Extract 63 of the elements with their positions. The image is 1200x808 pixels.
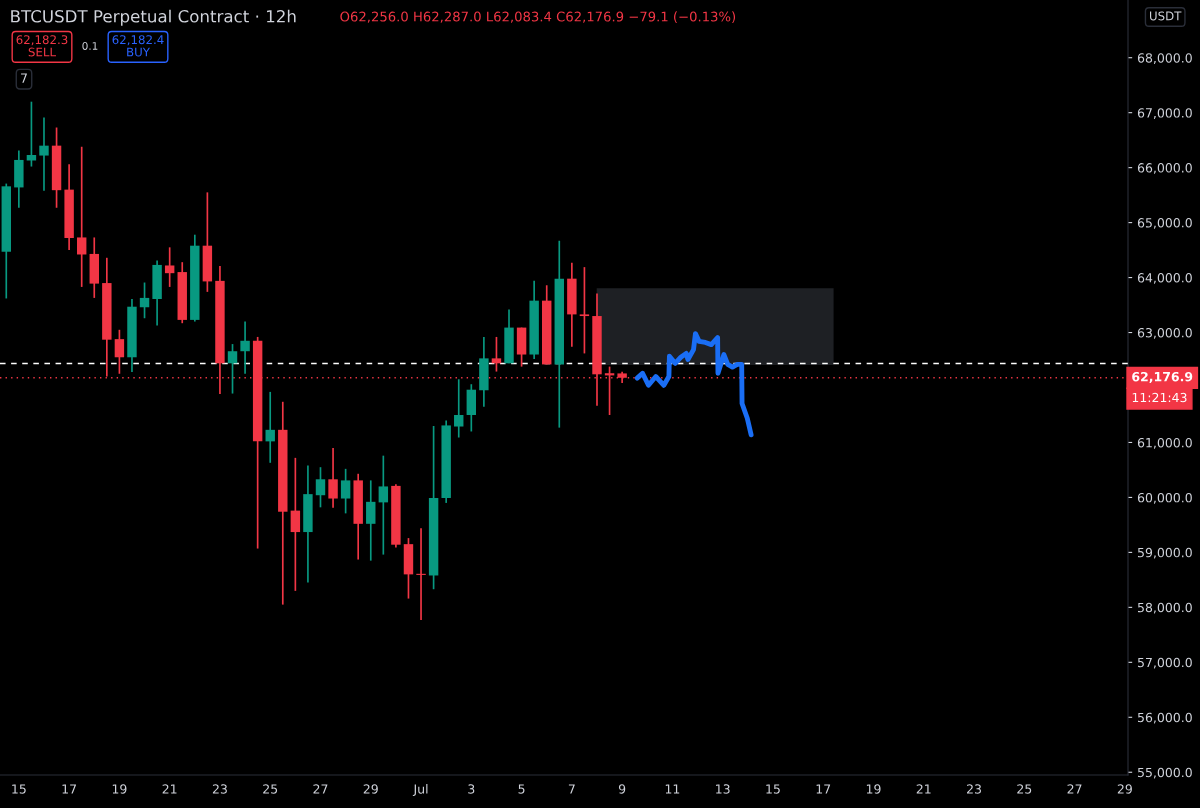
y-tick-label: 60,000.0 <box>1137 492 1192 504</box>
x-tick-label: 7 <box>568 784 575 794</box>
x-tick-label: 3 <box>468 784 475 794</box>
x-tick-label: 15 <box>12 784 26 794</box>
ref-line-label: 62,176.9 <box>1132 371 1193 383</box>
y-tick-label: 63,000.0 <box>1137 328 1192 339</box>
x-tick-label: 27 <box>1067 784 1082 794</box>
x-tick-label: 13 <box>716 784 730 794</box>
candlestick <box>378 454 389 556</box>
y-tick-label: 56,000.0 <box>1137 712 1192 724</box>
text: 11:21:43 <box>1132 392 1187 403</box>
y-tick-label: 55,000.0 <box>1137 767 1192 779</box>
candlestick <box>240 320 250 375</box>
candlestick <box>416 527 426 621</box>
x-tick-label: 19 <box>112 784 127 794</box>
x-tick-label: 21 <box>162 784 177 794</box>
x-tick-label: 9 <box>618 784 626 794</box>
candlestick <box>114 328 125 375</box>
candlestick <box>491 336 502 373</box>
x-tick-label: 23 <box>212 784 227 794</box>
annotation: 7 <box>21 73 27 83</box>
x-tick-label: 19 <box>866 784 881 794</box>
y-tick-label: 57,000.0 <box>1137 657 1192 669</box>
x-tick-label: 21 <box>916 784 931 794</box>
y-tick-label: 64,000.0 <box>1137 273 1192 284</box>
x-tick-label: 29 <box>1117 784 1132 794</box>
candlestick <box>328 447 338 509</box>
x-tick-label: 17 <box>62 784 77 794</box>
x-tick-label: 25 <box>1017 784 1032 794</box>
y-tick-label: 65,000.0 <box>1137 218 1192 229</box>
y-tick-label: 67,000.0 <box>1137 108 1192 119</box>
x-tick-label: 17 <box>816 784 831 794</box>
annotation: 62,182.4 BUY <box>112 35 164 57</box>
candlestick <box>290 457 301 592</box>
candlestick <box>227 343 238 395</box>
x-tick-label: 23 <box>967 784 981 794</box>
candlestick <box>454 378 464 439</box>
candlestick <box>76 145 87 288</box>
candlestick <box>366 479 376 562</box>
y-tick-label: 66,000.0 <box>1137 163 1192 174</box>
x-tick-label: 27 <box>313 784 328 794</box>
candlestick <box>579 266 590 355</box>
text: BTCUSDT Perpetual Contract · 12h <box>11 9 296 26</box>
y-tick-label: 59,000.0 <box>1137 547 1192 559</box>
annotation: O62,256.0 H62,287.0 L62,083.4 C62,176.9 −79.1 (−0.13%) <box>340 11 736 24</box>
y-tick-label: 58,000.0 <box>1137 602 1192 614</box>
candlestick <box>39 116 49 192</box>
annotation: 0.1 <box>82 42 98 50</box>
annotation: 62,182.3 SELL <box>16 35 68 57</box>
x-tick-label: Jul <box>412 784 428 797</box>
x-tick-label: 11 <box>665 784 680 794</box>
candlestick <box>139 281 150 320</box>
candlestick <box>164 246 175 288</box>
x-tick-label: 29 <box>363 784 378 794</box>
candlestick <box>340 468 351 515</box>
candlestick <box>315 466 326 509</box>
y-tick-label: 61,000.0 <box>1137 437 1192 449</box>
x-tick-label: 5 <box>518 784 525 794</box>
candlestick <box>265 391 275 464</box>
text: USDT <box>1150 11 1182 21</box>
x-tick-label: 15 <box>766 784 780 794</box>
y-tick-label: 68,000.0 <box>1137 53 1192 64</box>
x-tick-label: 25 <box>263 784 278 794</box>
